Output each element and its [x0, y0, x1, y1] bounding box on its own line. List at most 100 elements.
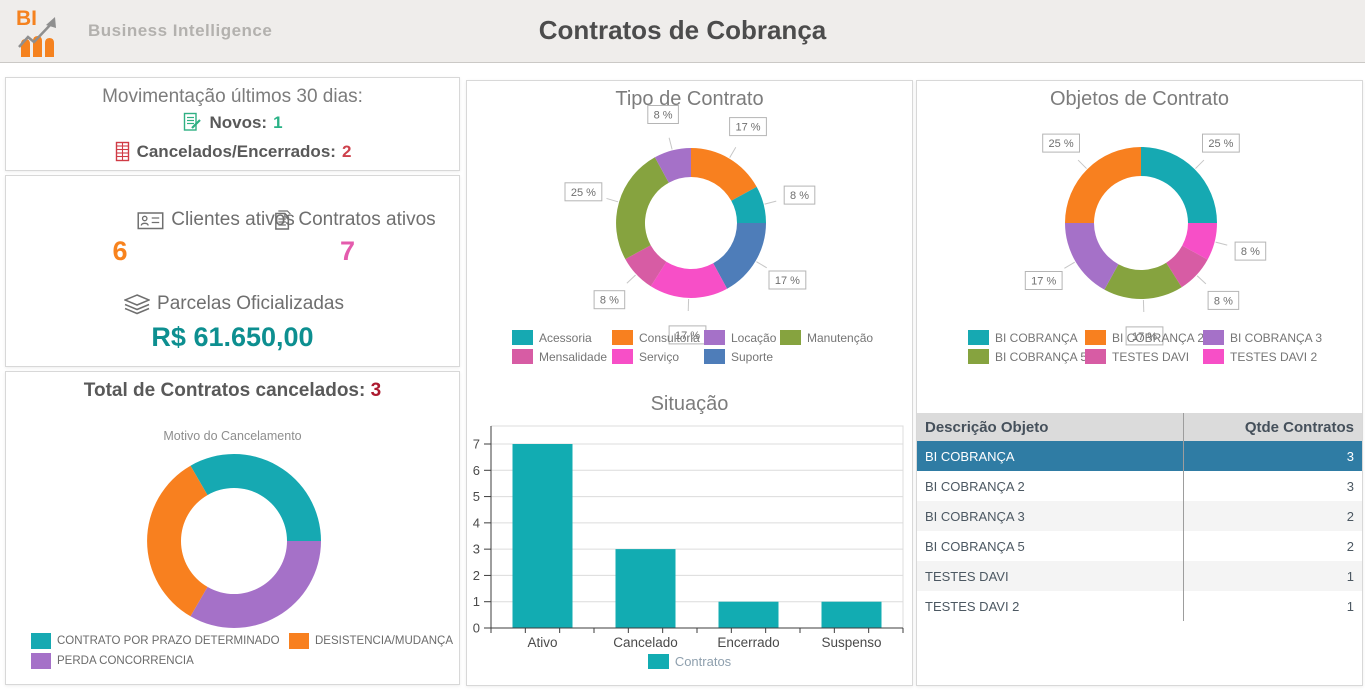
contratos-ativos-label: Contratos ativos [298, 209, 436, 230]
donut-slice-Manutenção[interactable] [616, 157, 669, 260]
panel-movimentacao: Movimentação últimos 30 dias: Novos: 1 C [5, 77, 460, 171]
legend-item-BI COBRANÇA[interactable]: BI COBRANÇA [968, 330, 1085, 345]
y-axis-tick-label: 7 [473, 437, 480, 452]
donut-slice-Locação[interactable] [654, 148, 691, 183]
legend-label: Acessoria [539, 330, 592, 345]
legend-item-Suporte[interactable]: Suporte [704, 349, 780, 364]
legend-swatch [31, 633, 51, 649]
label-leader-line [756, 261, 767, 269]
legend-item-Mensalidade[interactable]: Mensalidade [512, 349, 612, 364]
tipo-contrato-title: Tipo de Contrato [615, 88, 764, 110]
legend-label: Manutenção [807, 330, 874, 345]
legend-label: PERDA CONCORRENCIA [57, 655, 194, 667]
label-leader-line [1064, 261, 1075, 269]
donut-slice-PERDA CONCORRENCIA[interactable] [190, 541, 322, 628]
label-leader-line [729, 147, 737, 158]
cell-descricao: TESTES DAVI 2 [917, 591, 1184, 621]
percent-label-box [1234, 241, 1267, 261]
legend-label: DESISTENCIA/MUDANÇA [315, 635, 454, 647]
donut-slice-DESISTENCIA/MUDANÇA[interactable] [147, 465, 208, 617]
legend-label: Locação [731, 330, 777, 345]
legend-item-BI COBRANÇA 3[interactable]: BI COBRANÇA 3 [1203, 330, 1325, 345]
col-header-descricao-objeto[interactable]: Descrição Objeto [917, 413, 1184, 441]
legend-item-TESTES DAVI[interactable]: TESTES DAVI [1085, 349, 1203, 364]
percent-label-box [564, 182, 603, 202]
legend-item-Locação[interactable]: Locação [704, 330, 780, 345]
cell-qtde: 2 [1346, 538, 1354, 554]
bar-Encerrado[interactable] [718, 601, 779, 628]
cell-qtde: 2 [1346, 508, 1354, 524]
logo-arrow-icon [18, 22, 53, 48]
total-cancelados-value: 3 [370, 380, 382, 401]
percent-label: 17 % [1132, 331, 1157, 343]
label-leader-line [1195, 159, 1205, 169]
donut-slice-Consultoria[interactable] [691, 148, 757, 201]
legend-item-BI COBRANÇA 2[interactable]: BI COBRANÇA 2 [1085, 330, 1204, 345]
table-row-BI COBRANÇA 2[interactable]: BI COBRANÇA 2 3 [917, 471, 1362, 501]
legend-item-DESISTENCIA/MUDANÇA[interactable]: DESISTENCIA/MUDANÇA [289, 633, 471, 649]
legend-label: TESTES DAVI 2 [1230, 349, 1318, 364]
percent-label: 8 % [600, 295, 619, 307]
legend-item-Serviço[interactable]: Serviço [612, 349, 704, 364]
donut-slice-Mensalidade[interactable] [625, 245, 667, 287]
donut-slice-TESTES DAVI[interactable] [1166, 245, 1208, 288]
col-header-qtde-contratos[interactable]: Qtde Contratos [1244, 418, 1354, 436]
donut-slice-BI COBRANÇA 3[interactable] [1065, 223, 1119, 290]
objetos-table: Descrição Objeto Qtde Contratos BI COBRANÇ… [917, 413, 1362, 621]
donut-slice-BI COBRANÇA 5[interactable] [1104, 262, 1182, 300]
situacao-title: Situação [650, 393, 729, 415]
percent-label-box [768, 270, 807, 290]
donut-slice-TESTES DAVI 2[interactable] [1182, 223, 1217, 260]
label-leader-line [1196, 275, 1207, 285]
table-row-TESTES DAVI[interactable]: TESTES DAVI 1 [917, 561, 1362, 591]
logo-bar-icon [45, 38, 54, 57]
bar-Suspenso[interactable] [821, 601, 882, 628]
table-row-BI COBRANÇA 5[interactable]: BI COBRANÇA 5 2 [917, 531, 1362, 561]
donut-slice-Suporte[interactable] [713, 223, 766, 289]
cell-descricao: BI COBRANÇA [917, 441, 1184, 471]
logo-bi-text: BI [16, 7, 37, 30]
legend-item-PERDA CONCORRENCIA[interactable]: PERDA CONCORRENCIA [31, 653, 289, 669]
panel-contratos-cancelados: Total de Contratos cancelados: 3 Motivo … [5, 371, 460, 685]
percent-label: 8 % [1214, 295, 1233, 307]
y-axis-tick-label: 6 [473, 463, 480, 478]
table-row-BI COBRANÇA[interactable]: BI COBRANÇA 3 [917, 441, 1362, 471]
donut-slice-CONTRATO POR PRAZO DETERMINADO[interactable] [190, 454, 322, 541]
cancelados-value: 2 [341, 141, 352, 161]
cancelados-stat: Cancelados/Encerrados: 2 [6, 141, 459, 162]
donut-slice-Serviço[interactable] [650, 261, 728, 298]
legend-label: Contratos [674, 654, 732, 669]
movimentacao-title: Movimentação últimos 30 dias: [102, 86, 363, 107]
x-axis-label: Cancelado [613, 635, 678, 650]
id-card-icon [137, 211, 164, 229]
donut-slice-Acessoria[interactable] [731, 186, 766, 223]
cell-qtde: 3 [1346, 448, 1354, 464]
table-row-BI COBRANÇA 3[interactable]: BI COBRANÇA 3 2 [917, 501, 1362, 531]
legend-swatch [612, 330, 633, 345]
legend-swatch [704, 330, 725, 345]
percent-label: 17 % [1031, 276, 1056, 288]
legend-item-TESTES DAVI 2[interactable]: TESTES DAVI 2 [1203, 349, 1325, 364]
legend-item-CONTRATO POR PRAZO DETERMINADO[interactable]: CONTRATO POR PRAZO DETERMINADO [31, 633, 289, 649]
legend-item-Acessoria[interactable]: Acessoria [512, 330, 612, 345]
donut-slice-BI COBRANÇA[interactable] [1141, 147, 1217, 223]
bar-Ativo[interactable] [512, 444, 573, 628]
table-row-TESTES DAVI 2[interactable]: TESTES DAVI 2 1 [917, 591, 1362, 621]
percent-label: 25 % [1049, 138, 1074, 150]
cell-qtde: 3 [1346, 478, 1354, 494]
legend-item-Manutenção[interactable]: Manutenção [780, 330, 876, 345]
percent-label: 8 % [654, 110, 673, 122]
percent-label: 25 % [1208, 138, 1233, 150]
legend-swatch [647, 654, 669, 669]
legend-item-Consultoria[interactable]: Consultoria [612, 330, 704, 345]
situacao-bar-chart: Ativo Cancelado Encerrado Suspenso 0 1 2 3 4 5 6 7 [473, 425, 904, 650]
tipo-contrato-donut-chart: 17 % 8 % 17 % 17 % 8 % 25 % 8 % [564, 105, 816, 345]
legend-item-Contratos[interactable]: Contratos [647, 654, 732, 669]
legend-swatch [1203, 330, 1224, 345]
legend-item-BI COBRANÇA 5[interactable]: BI COBRANÇA 5 [968, 349, 1087, 364]
donut-slice-BI COBRANÇA 2[interactable] [1065, 147, 1141, 223]
parcelas-label-group: Parcelas Oficializadas [124, 293, 344, 315]
brand-text: Business Intelligence [88, 21, 273, 40]
label-leader-line [606, 197, 619, 203]
bar-Cancelado[interactable] [615, 549, 676, 628]
